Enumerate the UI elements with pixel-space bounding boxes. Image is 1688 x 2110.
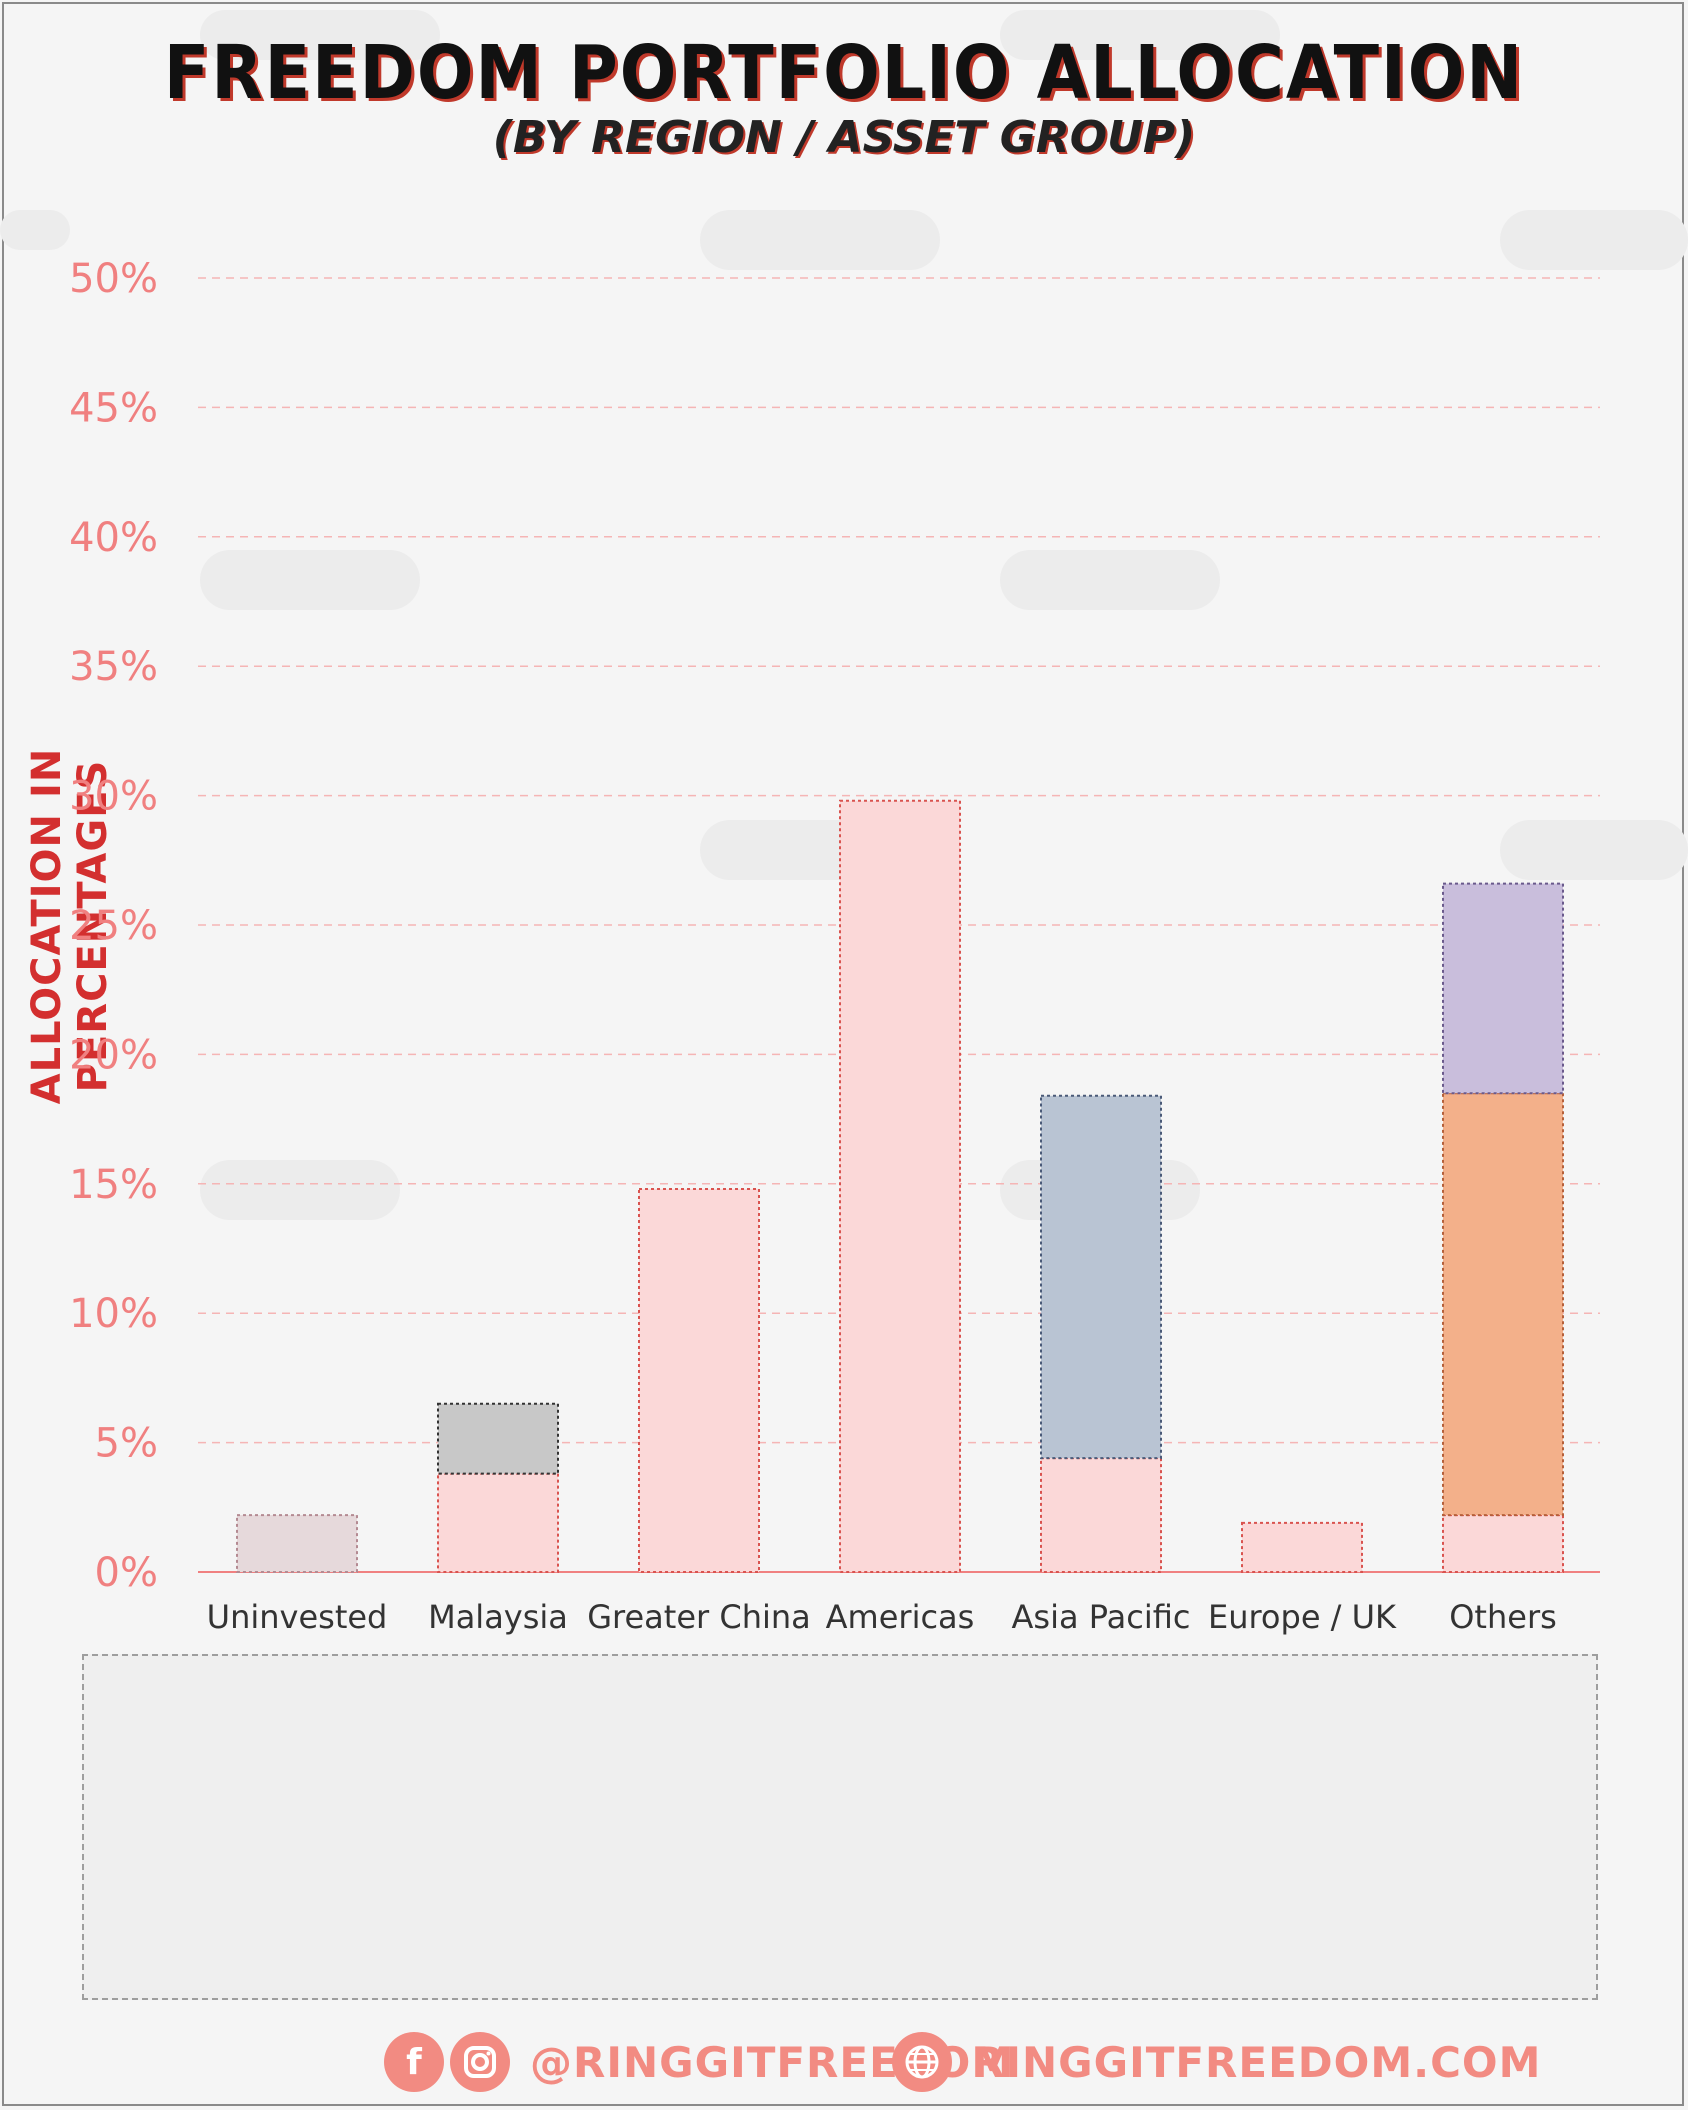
x-tick-label: Americas (826, 1598, 975, 1636)
chart-subtitle: (BY REGION / ASSET GROUP) (492, 112, 1196, 163)
x-tick-label: Uninvested (207, 1598, 388, 1636)
y-tick-label: 20% (69, 1032, 158, 1078)
y-tick-label: 10% (69, 1291, 158, 1337)
bar-equities (1241, 1521, 1363, 1574)
website-link[interactable]: RINGGITFREEDOM.COM (972, 2038, 1542, 2087)
background-decoration (200, 10, 440, 60)
chart-title: FREEDOM PORTFOLIO ALLOCATION (163, 30, 1525, 116)
background-decoration (200, 550, 420, 610)
y-tick-label: 50% (69, 256, 158, 302)
background-decoration (0, 210, 70, 250)
x-tick-label: Malaysia (428, 1598, 568, 1636)
x-tick-label: Asia Pacific (1012, 1598, 1191, 1636)
y-tick-label: 0% (95, 1550, 158, 1596)
bar-cash (236, 1514, 358, 1573)
x-tick-label: Others (1449, 1598, 1557, 1636)
background-decoration (1000, 550, 1220, 610)
y-tick-label: 25% (69, 903, 158, 949)
bar-real-estate (437, 1402, 559, 1475)
bar-equities (1040, 1457, 1162, 1574)
bar-fixed-income (1040, 1094, 1162, 1460)
bar-equities (839, 799, 961, 1573)
bar-cryptocurrency (1442, 882, 1564, 1095)
y-tick-label: 45% (69, 385, 158, 431)
bar-equities (638, 1187, 760, 1573)
x-tick-label: Europe / UK (1208, 1598, 1397, 1636)
background-decoration (1500, 820, 1688, 880)
bar-commodities (1442, 1092, 1564, 1517)
x-tick-label: Greater China (587, 1598, 811, 1636)
bar-equities (437, 1472, 559, 1574)
background-decoration (700, 210, 940, 270)
facebook-icon[interactable]: f (384, 2032, 444, 2092)
background-decoration (1500, 210, 1688, 270)
globe-icon[interactable] (892, 2032, 952, 2092)
y-tick-label: 35% (69, 644, 158, 690)
footer: f @RINGGITFREEDOM RINGGITFREEDOM.COM (0, 2032, 1688, 2092)
background-decoration (1000, 10, 1280, 60)
bar-equities (1442, 1514, 1564, 1573)
background-decoration (200, 1160, 400, 1220)
y-tick-label: 5% (95, 1421, 158, 1467)
instagram-icon[interactable] (450, 2032, 510, 2092)
legend (82, 1654, 1598, 2000)
y-tick-label: 30% (69, 774, 158, 820)
y-tick-label: 40% (69, 515, 158, 561)
y-tick-label: 15% (69, 1162, 158, 1208)
